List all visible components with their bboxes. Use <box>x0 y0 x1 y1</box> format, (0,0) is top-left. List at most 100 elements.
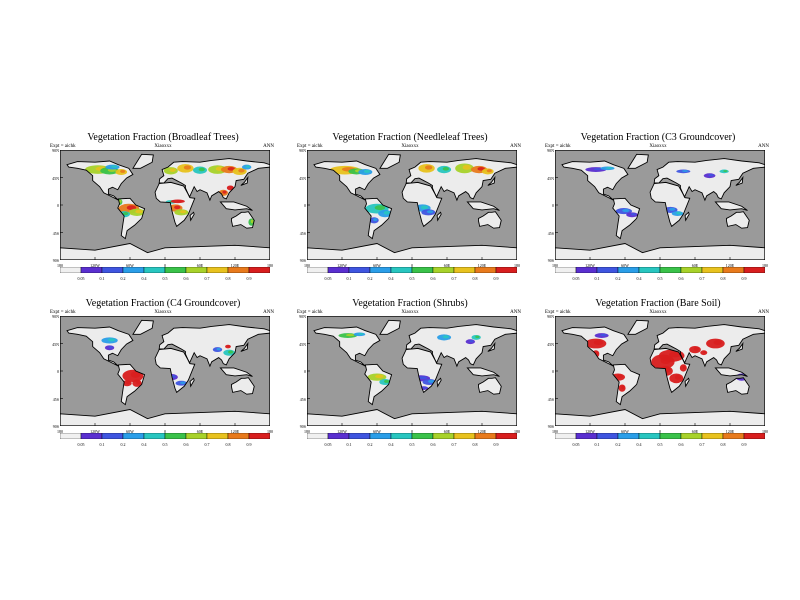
coastline <box>189 377 195 388</box>
colorbar-swatch <box>495 267 517 273</box>
land-mass <box>231 377 255 395</box>
colorbar-swatch <box>307 267 329 273</box>
subtitle-season: ANN <box>758 310 769 315</box>
colorbar-tick-label: 0.05 <box>77 276 85 281</box>
vegetation-patch <box>120 169 126 173</box>
colorbar-swatch <box>659 433 682 439</box>
colorbar-tick-label: 0.9 <box>741 276 747 281</box>
vegetation-patch <box>674 374 682 380</box>
colorbar-tick-label: 0.2 <box>120 442 126 447</box>
lat-tick-label: 90N <box>299 148 306 153</box>
colorbar-swatch <box>722 267 745 273</box>
colorbar-swatch <box>596 433 619 439</box>
vegetation-patch <box>420 205 429 210</box>
colorbar-tick-label: 0.4 <box>141 276 147 281</box>
land-mass <box>60 409 270 426</box>
land-mass <box>685 378 690 387</box>
colorbar-tick-label: 0.4 <box>388 442 394 447</box>
coastline <box>117 363 146 406</box>
coastline <box>219 201 253 211</box>
colorbar-swatch <box>495 433 517 439</box>
coastline <box>487 341 496 352</box>
coastline <box>405 324 517 368</box>
land-mass <box>467 201 500 211</box>
lon-tick-label: 0 <box>659 429 661 434</box>
colorbar-tick-label: 0.4 <box>141 442 147 447</box>
coastline <box>436 377 442 388</box>
colorbar-tick-label: 0.7 <box>204 442 210 447</box>
lon-tick-label: 180 <box>267 263 273 268</box>
colorbar-tick-label: 0.2 <box>615 276 621 281</box>
subtitle-experiment: Expt = aichk <box>50 144 76 149</box>
vegetation-patch <box>616 374 623 379</box>
coastline <box>132 319 154 335</box>
panel-title: Vegetation Fraction (Shrubs) <box>352 298 468 309</box>
vegetation-patch <box>442 166 449 171</box>
lon-tick-label: 120W <box>90 263 100 268</box>
colorbar-swatch <box>701 433 724 439</box>
colorbar-swatch <box>164 267 187 273</box>
colorbar-tick-label: 0.5 <box>162 276 168 281</box>
subtitle-source: Xiaoxxx <box>649 144 667 149</box>
colorbar-tick-label: 0.05 <box>572 442 580 447</box>
vegetation-patch <box>183 165 192 170</box>
colorbar-swatch <box>60 267 82 273</box>
lat-tick-label: 45S <box>547 230 554 236</box>
lat-tick-label: 45N <box>52 341 59 347</box>
vegetation-patch <box>475 335 480 339</box>
coastline <box>653 324 765 368</box>
land-mass <box>155 182 195 227</box>
colorbar-tick-label: 0.8 <box>472 442 478 447</box>
lon-tick-label: 120W <box>585 263 595 268</box>
vegetation-patch <box>227 166 235 171</box>
subtitle-experiment: Expt = aichk <box>545 310 571 315</box>
colorbar-tick-label: 0.7 <box>451 276 457 281</box>
vegetation-patch <box>345 333 355 337</box>
vegetation-patch <box>227 345 231 348</box>
vegetation-patch <box>126 381 131 385</box>
colorbar <box>307 267 517 273</box>
colorbar-swatch <box>80 267 103 273</box>
lon-tick-label: 60W <box>621 263 629 268</box>
colorbar-swatch <box>617 267 640 273</box>
colorbar-tick-label: 0.1 <box>99 276 105 281</box>
lon-tick-label: 180 <box>304 263 310 268</box>
vegetation-patch <box>713 340 722 345</box>
panel-title: Vegetation Fraction (Bare Soil) <box>595 298 721 309</box>
lon-tick-label: 180 <box>762 429 768 434</box>
subtitle-source: Xiaoxxx <box>401 144 419 149</box>
lon-tick-label: 180 <box>514 263 520 268</box>
subtitle-source: Xiaoxxx <box>401 310 419 315</box>
land-mass <box>60 243 270 260</box>
lat-tick-label: 0 <box>304 203 306 208</box>
panel-title: Vegetation Fraction (Broadleaf Trees) <box>87 132 239 143</box>
map-svg <box>307 150 517 260</box>
colorbar-swatch <box>369 433 392 439</box>
map-area: 90N 45N 0 45S 90S 180 120W 60W 0 60E 120E 180 <box>547 148 768 268</box>
map-svg <box>60 316 270 426</box>
colorbar-tick-label: 0.7 <box>699 276 705 281</box>
coastline <box>117 197 146 240</box>
subtitle-season: ANN <box>510 144 521 149</box>
colorbar-swatch <box>348 267 371 273</box>
colorbar-tick-label: 0.2 <box>367 442 373 447</box>
land-mass <box>627 320 649 335</box>
land-mass <box>478 377 502 395</box>
map-area: 90N 45N 0 45S 90S 180 120W 60W 0 60E 120E 180 <box>547 314 768 434</box>
lon-tick-label: 180 <box>514 429 520 434</box>
coastline <box>466 201 500 211</box>
land-mass <box>685 212 690 221</box>
vegetation-patch <box>111 165 118 168</box>
coastline <box>66 326 134 367</box>
land-mass <box>231 211 255 229</box>
map-area: 90N 45N 0 45S 90S 180 120W 60W 0 60E 120E 180 <box>299 314 520 434</box>
colorbar-swatch <box>575 433 598 439</box>
lat-tick-label: 45N <box>52 175 59 181</box>
subtitle-source: Xiaoxxx <box>649 310 667 315</box>
vegetation-patch <box>373 218 378 222</box>
vegetation-patch <box>135 209 143 214</box>
lon-tick-label: 60W <box>621 429 629 434</box>
map-area: 90N 45N 0 45S 90S 180 120W 60W 0 60E 120E 180 <box>52 148 273 268</box>
lat-tick-label: 45S <box>547 396 554 402</box>
coastline <box>154 347 196 394</box>
